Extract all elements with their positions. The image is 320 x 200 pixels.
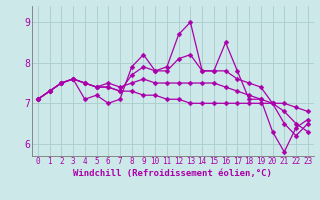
X-axis label: Windchill (Refroidissement éolien,°C): Windchill (Refroidissement éolien,°C) (73, 169, 272, 178)
